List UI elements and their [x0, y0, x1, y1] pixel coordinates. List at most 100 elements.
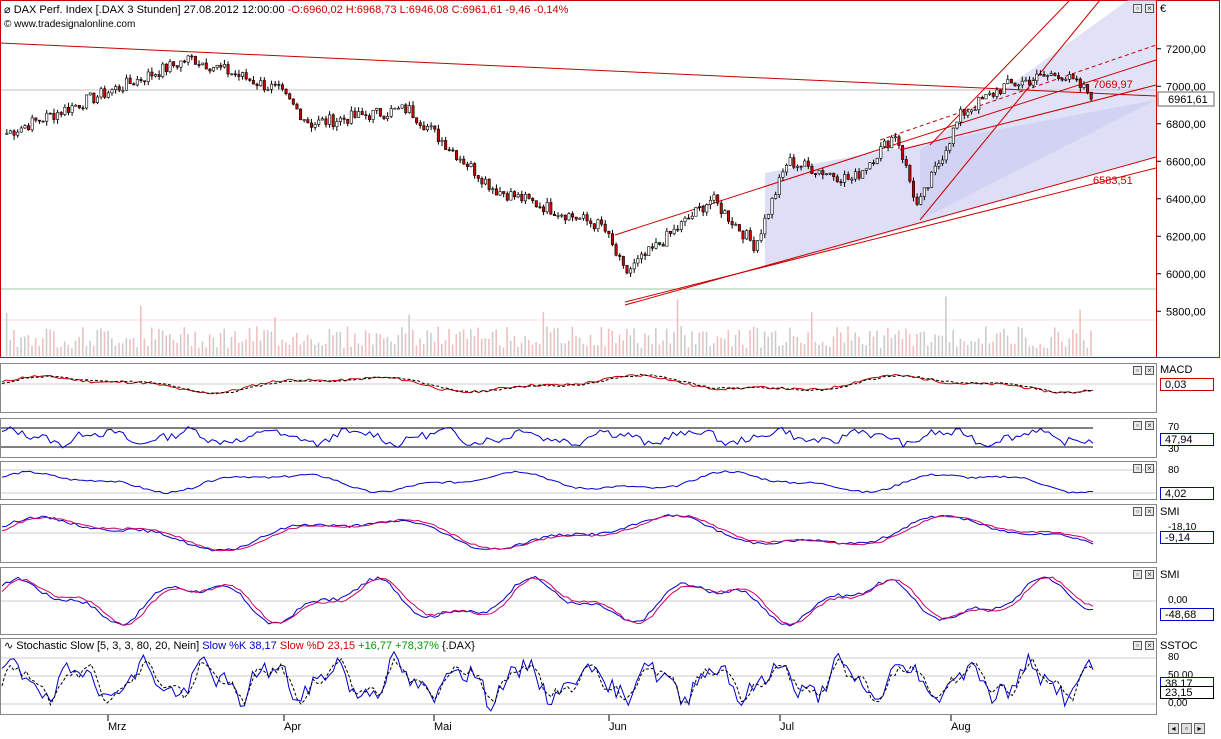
volume-bar	[379, 334, 381, 356]
candle-body	[284, 88, 288, 95]
candle-body	[306, 119, 310, 124]
pane-close-icon[interactable]: ×	[1145, 4, 1154, 13]
candle-body	[542, 206, 546, 213]
candle-body	[1035, 73, 1039, 82]
candle-body	[237, 74, 241, 77]
volume-bar	[1039, 344, 1042, 356]
volume-bar	[564, 343, 566, 356]
volume-bar	[451, 344, 454, 356]
candle-body	[103, 88, 107, 98]
osc3-level-high: 80	[1168, 465, 1180, 476]
candle-body	[1002, 83, 1006, 94]
candle-body	[991, 92, 995, 97]
scroll-right-icon[interactable]: ▸	[1194, 723, 1205, 734]
volume-bar	[1061, 341, 1063, 356]
smi2-close-icon[interactable]: ×	[1145, 570, 1154, 579]
volume-bar	[321, 345, 323, 356]
volume-bar	[1050, 337, 1052, 356]
stoch-close-icon[interactable]: ×	[1145, 641, 1154, 650]
volume-bar	[1075, 333, 1078, 356]
volume-bar	[299, 344, 302, 356]
volume-bar	[923, 331, 925, 356]
osc3-restore-icon[interactable]: ▫	[1133, 464, 1142, 473]
stoch-title: ∿ Stochastic Slow [5, 3, 3, 80, 20, Nein…	[4, 639, 475, 652]
stoch-restore-icon[interactable]: ▫	[1133, 641, 1142, 650]
candle-body	[422, 125, 426, 131]
volume-bar	[147, 346, 149, 356]
rsi-close-icon[interactable]: ×	[1145, 421, 1154, 430]
volume-bar	[713, 343, 715, 356]
volume-bar	[752, 326, 755, 356]
candle-body	[911, 180, 915, 198]
candle-body	[331, 114, 335, 128]
rsi-restore-icon[interactable]: ▫	[1133, 421, 1142, 430]
volume-bar	[858, 336, 860, 356]
macd-close-icon[interactable]: ×	[1145, 366, 1154, 375]
volume-bar	[332, 335, 334, 356]
candle-body	[117, 86, 121, 91]
scroll-left-icon[interactable]: ◂	[1168, 723, 1179, 734]
volume-bar	[749, 330, 751, 356]
pane-restore-icon[interactable]: ▫	[1133, 4, 1142, 13]
candle-body	[846, 174, 850, 180]
macd-restore-icon[interactable]: ▫	[1133, 366, 1142, 375]
candle-body	[114, 86, 118, 90]
candle-body	[88, 92, 92, 96]
candle-body	[999, 89, 1003, 94]
candle-body	[85, 94, 89, 109]
volume-bar	[676, 299, 679, 356]
volume-bar	[546, 326, 548, 356]
candle-body	[708, 199, 712, 206]
candle-body	[574, 216, 578, 220]
candle-body	[868, 162, 872, 170]
volume-bar	[1072, 329, 1074, 356]
volume-bar	[723, 338, 726, 356]
volume-bar	[67, 344, 70, 356]
volume-bar	[531, 344, 534, 356]
volume-bar	[42, 338, 44, 356]
smi2-value: -48,68	[1160, 608, 1214, 621]
price-axis: 7200,00 7000,00 6800,00 6600,00 6400,00 6200,…	[1156, 44, 1206, 318]
month-label-mar: Mrz	[108, 721, 127, 733]
long-downtrend-line	[0, 42, 1157, 97]
candle-body	[81, 107, 85, 110]
volume-bar	[314, 344, 316, 356]
volume-bar	[27, 335, 30, 356]
price-tick-label-2: 6800,00	[1166, 119, 1206, 131]
candle-body	[1071, 74, 1075, 80]
candle-body	[872, 162, 876, 165]
volume-bar	[63, 341, 66, 356]
candle-body	[230, 73, 234, 76]
candle-body	[244, 72, 248, 80]
candle-body	[124, 77, 128, 91]
volume-bar	[807, 332, 809, 356]
candle-body	[893, 136, 897, 139]
volume-bar	[709, 345, 711, 356]
volume-bar	[437, 326, 439, 356]
candle-body	[763, 217, 767, 235]
zoom-icon[interactable]: ▫	[1181, 723, 1192, 734]
volume-bar	[1028, 346, 1031, 356]
smi2-restore-icon[interactable]: ▫	[1133, 570, 1142, 579]
channel-fill-2	[920, 0, 1156, 220]
volume-bar	[480, 338, 483, 356]
volume-bar	[669, 343, 672, 356]
volume-bar	[887, 327, 889, 356]
candle-body	[723, 210, 727, 214]
volume-bar	[535, 342, 537, 356]
candle-body	[523, 194, 527, 202]
candle-body	[16, 131, 20, 136]
volume-bar	[673, 332, 675, 356]
candle-body	[1064, 78, 1068, 81]
volume-bar	[129, 339, 131, 356]
candle-body	[668, 230, 672, 234]
smi1-close-icon[interactable]: ×	[1145, 507, 1154, 516]
smi1-restore-icon[interactable]: ▫	[1133, 507, 1142, 516]
volume-bar	[694, 344, 697, 356]
last-price-value: 6961,61	[1168, 94, 1208, 106]
candle-body	[455, 150, 459, 160]
volume-bar	[459, 331, 461, 356]
osc3-close-icon[interactable]: ×	[1145, 464, 1154, 473]
volume-bar	[317, 342, 320, 356]
